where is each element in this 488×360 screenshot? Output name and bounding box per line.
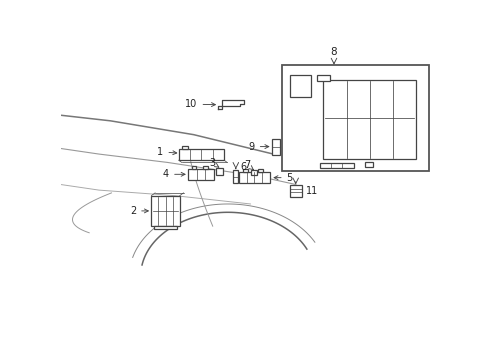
Bar bbox=[243, 169, 248, 172]
Text: 10: 10 bbox=[185, 99, 215, 109]
Bar bbox=[319, 163, 353, 168]
Bar bbox=[365, 162, 372, 167]
Text: 8: 8 bbox=[330, 46, 337, 57]
Text: 11: 11 bbox=[305, 186, 317, 196]
Text: 7: 7 bbox=[244, 160, 253, 170]
Text: 4: 4 bbox=[163, 169, 184, 179]
Bar bbox=[258, 169, 263, 172]
Text: 9: 9 bbox=[248, 141, 268, 152]
Text: 1: 1 bbox=[157, 147, 176, 157]
Text: 2: 2 bbox=[130, 206, 148, 216]
Bar bbox=[289, 75, 310, 97]
Bar bbox=[181, 146, 188, 149]
Bar bbox=[188, 169, 213, 180]
Bar bbox=[203, 166, 207, 169]
Bar bbox=[178, 149, 224, 160]
Bar bbox=[281, 66, 428, 171]
Bar bbox=[271, 139, 280, 155]
Text: 3: 3 bbox=[209, 158, 219, 168]
Bar bbox=[154, 226, 176, 229]
Text: 5: 5 bbox=[274, 173, 292, 183]
Bar bbox=[250, 170, 257, 175]
Bar bbox=[239, 172, 269, 184]
Text: 6: 6 bbox=[240, 162, 245, 172]
Bar bbox=[215, 168, 223, 175]
Bar bbox=[323, 80, 415, 159]
Bar bbox=[289, 185, 301, 197]
Bar bbox=[233, 170, 238, 184]
Bar bbox=[151, 196, 180, 226]
Bar bbox=[316, 75, 329, 81]
Bar bbox=[191, 166, 196, 169]
